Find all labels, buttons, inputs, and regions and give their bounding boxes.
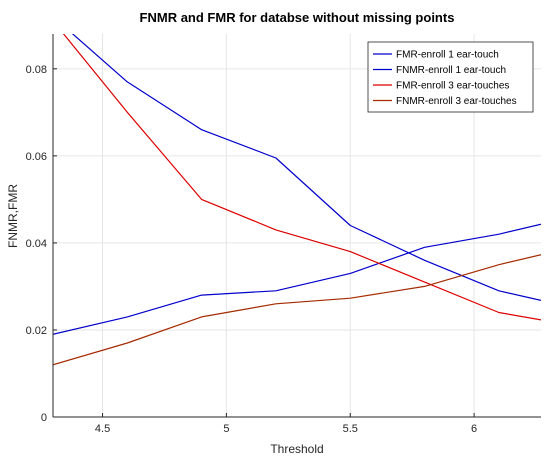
y-tick-label-0: 0 (41, 412, 47, 424)
tick-labels: 4.5 5 5.5 6 0 0.02 0.04 0.06 0.08 (26, 64, 478, 435)
x-tick-label-3: 6 (471, 423, 477, 435)
legend: FMR-enroll 1 ear-touch FNMR-enroll 1 ear-… (367, 41, 534, 113)
y-tick-label-1: 0.02 (26, 325, 47, 337)
x-tick-label-0: 4.5 (95, 423, 110, 435)
series-lines (53, 34, 541, 366)
series-line-2 (62, 34, 541, 321)
legend-label-3: FNMR-enroll 3 ear-touches (396, 96, 517, 107)
axes (52, 34, 541, 418)
chart-title: FNMR and FMR for databse without missing… (140, 10, 455, 25)
series-line-3 (53, 254, 541, 366)
legend-label-2: FMR-enroll 3 ear-touches (396, 81, 509, 92)
legend-box (367, 41, 534, 113)
y-tick-label-2: 0.04 (26, 238, 47, 250)
y-tick-label-4: 0.08 (26, 64, 47, 76)
series-line-1 (71, 34, 541, 301)
x-tick-label-1: 5 (223, 423, 229, 435)
series-line-0 (53, 223, 541, 335)
x-axis-label: Threshold (270, 442, 323, 456)
x-tick-label-2: 5.5 (343, 423, 358, 435)
legend-label-0: FMR-enroll 1 ear-touch (396, 50, 499, 61)
legend-label-1: FNMR-enroll 1 ear-touch (396, 65, 506, 76)
y-tick-label-3: 0.06 (26, 151, 47, 163)
y-axis-label: FNMR,FMR (6, 184, 20, 248)
